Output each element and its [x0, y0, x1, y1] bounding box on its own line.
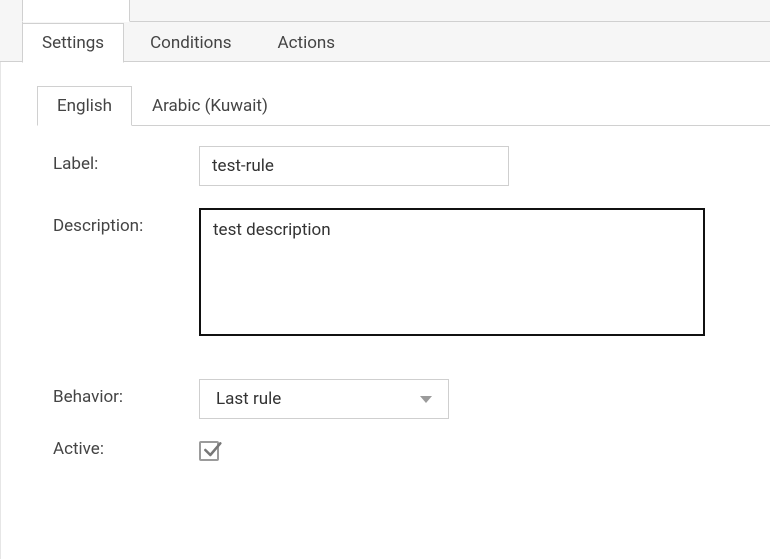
parent-active-tab-stub [22, 0, 130, 22]
description-textarea[interactable] [199, 208, 705, 336]
row-label: Label: [53, 146, 758, 186]
tab-settings-label: Settings [42, 33, 104, 53]
tab-english-label: English [57, 96, 112, 116]
tab-arabic-label: Arabic (Kuwait) [152, 96, 268, 116]
label-input[interactable] [199, 146, 509, 186]
chevron-down-icon [420, 396, 432, 403]
label-label: Label: [53, 146, 199, 174]
label-description: Description: [53, 208, 199, 236]
tab-settings[interactable]: Settings [22, 23, 124, 63]
tab-actions-label: Actions [278, 33, 336, 53]
check-icon [202, 440, 222, 460]
tab-conditions[interactable]: Conditions [130, 22, 251, 62]
row-active: Active: [53, 437, 758, 461]
parent-tab-row [22, 0, 770, 22]
settings-panel: English Arabic (Kuwait) Label: Descripti… [0, 62, 770, 559]
row-behavior: Behavior: Last rule [53, 379, 758, 419]
row-description: Description: [53, 208, 758, 341]
settings-form: Label: Description: Behavior: Last rule … [25, 126, 770, 461]
tab-conditions-label: Conditions [150, 33, 231, 53]
tab-arabic-kuwait[interactable]: Arabic (Kuwait) [132, 85, 288, 125]
tab-actions[interactable]: Actions [258, 22, 356, 62]
tab-english[interactable]: English [37, 86, 132, 126]
label-behavior: Behavior: [53, 379, 199, 407]
label-active: Active: [53, 437, 199, 459]
active-checkbox[interactable] [199, 441, 219, 461]
behavior-selected-value: Last rule [216, 389, 281, 409]
behavior-select[interactable]: Last rule [199, 379, 449, 419]
language-tab-row: English Arabic (Kuwait) [37, 86, 770, 126]
main-tab-row: Settings Conditions Actions [0, 22, 770, 62]
